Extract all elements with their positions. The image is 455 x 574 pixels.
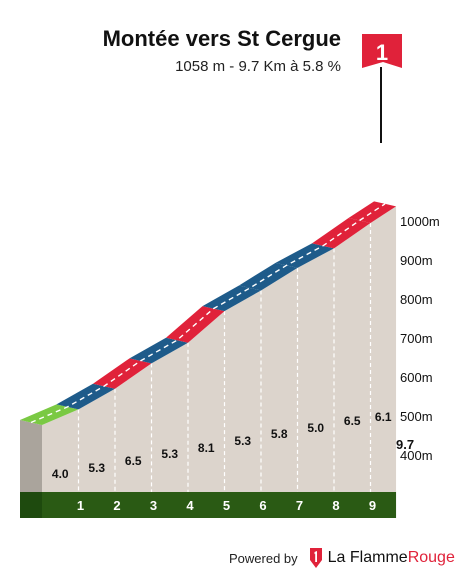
- km-marker-label: 9: [369, 498, 376, 513]
- gradient-value-label: 6.5: [344, 414, 361, 428]
- km-band-side: [20, 492, 42, 518]
- gradient-value-label: 5.0: [307, 421, 324, 435]
- profile-fill: [42, 206, 397, 492]
- km-marker-label: 1: [77, 498, 84, 513]
- altitude-tick-label: 600m: [400, 370, 433, 385]
- chart-subtitle: 1058 m - 9.7 Km à 5.8 %: [175, 58, 341, 75]
- gradient-value-label: 6.1: [375, 410, 392, 424]
- km-marker-label: 4: [186, 498, 194, 513]
- profile-side-wall: [20, 420, 42, 492]
- altitude-tick-label: 1000m: [400, 214, 440, 229]
- altitude-tick-label: 900m: [400, 253, 433, 268]
- flag-label: 1: [376, 40, 388, 65]
- altitude-tick-label: 500m: [400, 409, 433, 424]
- altitude-tick-label: 400m: [400, 448, 433, 463]
- brand-name-part1: La Flamme: [327, 549, 408, 566]
- brand-name-part2: Rouge: [407, 549, 455, 566]
- total-distance-label: 9.7: [396, 437, 414, 452]
- profile-side-face: [20, 420, 42, 518]
- gradient-value-label: 8.1: [198, 441, 215, 455]
- km-band: [42, 492, 397, 518]
- finish-flag: 1: [362, 34, 402, 143]
- gradient-value-label: 5.3: [161, 447, 178, 461]
- road-centerline: [30, 203, 386, 424]
- altitude-axis: 400m 500m 600m 700m 800m 900m 1000m: [400, 214, 440, 463]
- gradient-segment: [56, 383, 115, 410]
- gradient-value-label: 5.3: [234, 434, 251, 448]
- gradient-labels: 4.0 5.3 6.5 5.3 8.1 5.3 5.8 5.0 6.5 6.1: [52, 410, 392, 481]
- chart-title: Montée vers St Cergue: [102, 26, 341, 51]
- km-marker-label: 5: [223, 498, 230, 513]
- gradient-value-label: 5.3: [88, 461, 105, 475]
- km-marker-label: 6: [259, 498, 266, 513]
- flamme-rouge-logo-icon: [309, 548, 322, 568]
- km-marker-label: 7: [296, 498, 303, 513]
- km-marker-label: 8: [332, 498, 339, 513]
- gradient-value-label: 4.0: [52, 467, 69, 481]
- climb-profile-chart: 4.0 5.3 6.5 5.3 8.1 5.3 5.8 5.0 6.5 6.1 1 2 3 4 5 6 7 8 9…: [20, 34, 440, 518]
- gradient-value-label: 5.8: [271, 427, 288, 441]
- km-marker-label: 3: [150, 498, 157, 513]
- km-labels: 1 2 3 4 5 6 7 8 9 9.7: [77, 437, 414, 513]
- gradient-segment: [348, 201, 397, 223]
- footer: Powered by La Flamme Rouge: [229, 545, 455, 571]
- flag-banner: [362, 34, 402, 68]
- road-centerline-path: [30, 203, 386, 424]
- km-band-strip: [42, 492, 397, 518]
- km-gridlines: [77, 222, 372, 492]
- gradient-segment: [275, 243, 334, 268]
- profile-area: [42, 206, 397, 492]
- gradient-value-label: 6.5: [125, 454, 142, 468]
- altitude-tick-label: 700m: [400, 331, 433, 346]
- powered-by-text: Powered by: [229, 550, 298, 566]
- altitude-tick-label: 800m: [400, 292, 433, 307]
- km-marker-label: 2: [113, 498, 120, 513]
